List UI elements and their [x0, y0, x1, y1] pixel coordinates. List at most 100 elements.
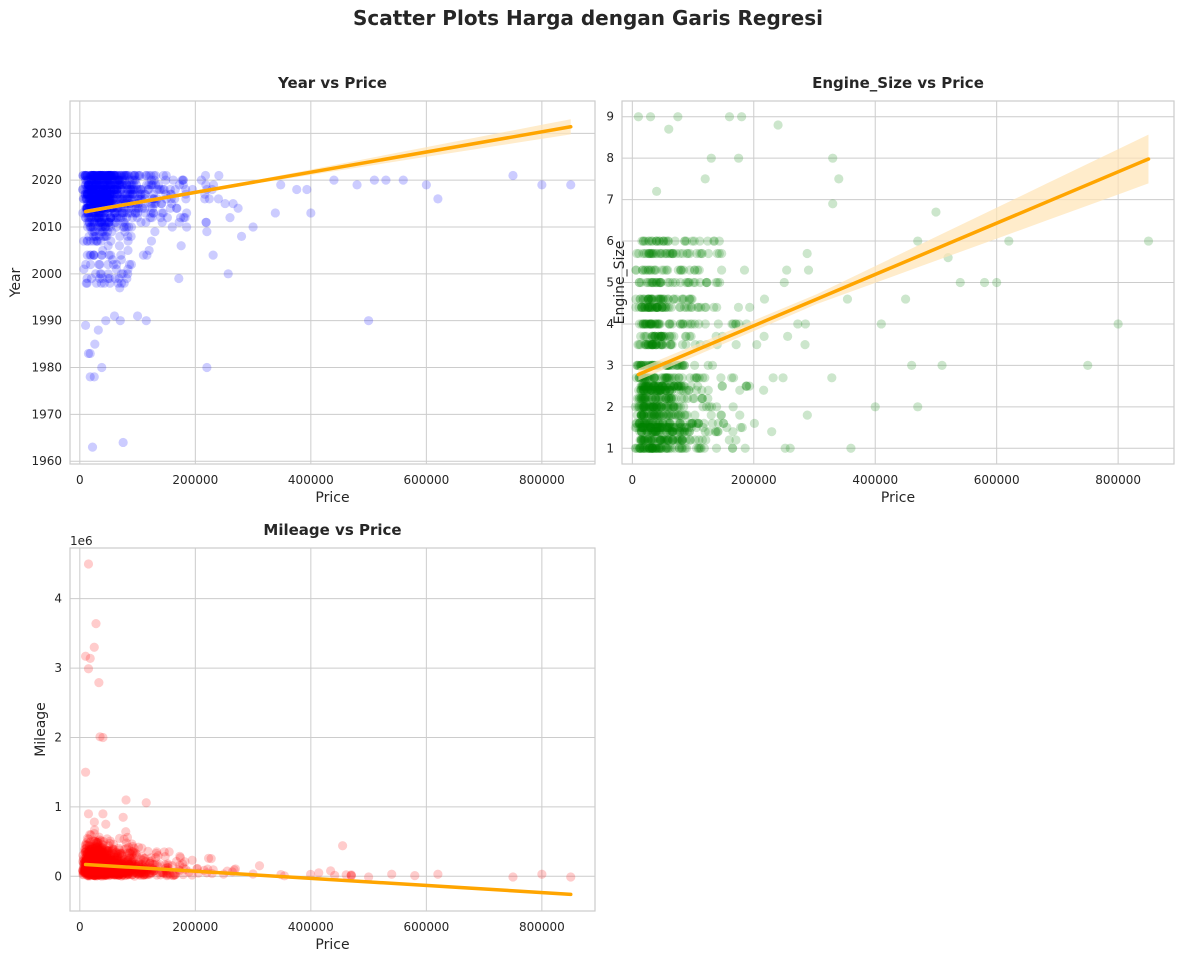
point-130	[677, 373, 687, 383]
point-331	[675, 418, 685, 428]
point-415	[88, 184, 98, 195]
point-479	[112, 184, 122, 195]
point-1071	[646, 319, 656, 329]
point-994	[649, 443, 659, 453]
point-1002	[647, 302, 657, 312]
point-25	[89, 817, 99, 827]
point-712	[94, 194, 104, 204]
point-173	[94, 850, 104, 860]
point-97	[114, 180, 124, 190]
point-1180	[102, 850, 112, 861]
point-223	[650, 340, 660, 350]
point-378	[692, 302, 703, 312]
point-1176	[97, 856, 107, 866]
point-981	[639, 422, 649, 433]
point-680	[151, 853, 161, 863]
point-857	[103, 867, 113, 878]
point-1293	[86, 852, 96, 862]
point-874	[95, 845, 105, 855]
point-253	[654, 302, 664, 312]
point-98	[176, 241, 186, 251]
point-2	[106, 189, 116, 199]
point-811	[646, 410, 656, 420]
point-61	[658, 381, 668, 391]
point-1298	[90, 844, 101, 854]
point-1309	[80, 767, 91, 777]
point-399	[93, 867, 103, 877]
point-1090	[653, 319, 663, 329]
point-887	[80, 175, 91, 185]
point-104	[103, 189, 114, 199]
point-505	[660, 402, 670, 412]
point-39	[95, 184, 106, 195]
point-968	[640, 393, 650, 404]
point-73	[643, 340, 653, 350]
point-530	[127, 847, 137, 857]
point-338	[89, 851, 99, 862]
point-6	[85, 198, 96, 209]
point-317	[641, 393, 651, 404]
point-525	[652, 381, 663, 391]
point-117	[103, 846, 114, 856]
point-828	[674, 373, 684, 383]
point-1207	[90, 844, 100, 854]
point-638	[638, 435, 648, 445]
point-1	[102, 217, 112, 227]
point-755	[94, 198, 104, 209]
point-646	[82, 194, 92, 204]
x-tick-label-1: 200000	[172, 920, 218, 934]
point-1092	[647, 443, 657, 453]
y-tick-label-4: 2000	[31, 267, 62, 281]
point-831	[93, 845, 104, 855]
point-906	[642, 443, 652, 453]
point-299	[94, 189, 105, 199]
point-671	[156, 184, 166, 195]
point-803	[103, 273, 113, 284]
point-965	[643, 381, 653, 391]
point-356	[651, 248, 661, 259]
point-823	[680, 410, 690, 420]
point-27	[177, 175, 187, 185]
point-360	[82, 250, 92, 260]
point-745	[83, 198, 93, 209]
point-870	[87, 864, 97, 875]
point-162	[102, 189, 113, 199]
point-138	[98, 189, 108, 199]
point-929	[117, 856, 128, 866]
point-192	[104, 250, 114, 260]
point-807	[635, 418, 645, 428]
point-1079	[86, 854, 96, 864]
point-566	[683, 319, 693, 329]
point-309	[647, 277, 657, 288]
point-1211	[124, 867, 134, 877]
point-573	[93, 868, 104, 878]
point-542	[637, 265, 648, 275]
point-626	[91, 213, 102, 223]
point-304	[86, 830, 96, 840]
point-915	[87, 442, 98, 452]
point-490	[727, 443, 738, 453]
point-550	[646, 410, 656, 420]
y-tick-label-3: 4	[606, 317, 614, 331]
point-960	[650, 302, 660, 312]
point-815	[98, 180, 108, 190]
point-1233	[165, 870, 175, 880]
point-598	[716, 373, 726, 383]
point-735	[667, 427, 678, 437]
point-582	[131, 208, 141, 218]
point-540	[653, 331, 664, 341]
point-128	[86, 250, 96, 260]
point-79	[99, 869, 109, 879]
point-336	[82, 865, 92, 875]
point-597	[95, 170, 105, 181]
point-397	[669, 381, 679, 391]
point-1065	[703, 385, 713, 395]
point-1214	[116, 848, 127, 859]
point-374	[94, 217, 105, 227]
point-422	[110, 217, 120, 227]
point-682	[103, 227, 113, 237]
point-683	[101, 175, 111, 185]
point-155	[122, 222, 132, 232]
point-587	[117, 184, 127, 195]
point-555	[648, 277, 658, 288]
